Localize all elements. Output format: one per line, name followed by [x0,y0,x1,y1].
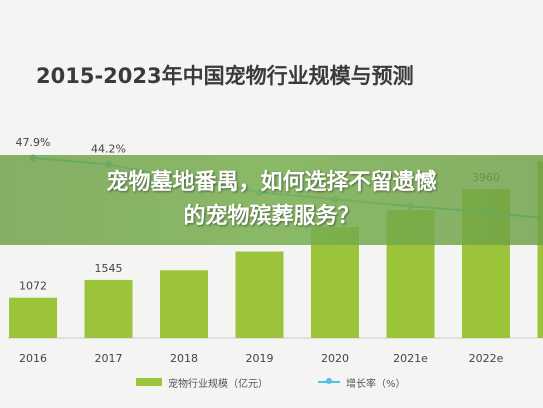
overlay-headline-line2: 的宠物殡葬服务？ [183,204,360,229]
overlay-banner [0,155,543,245]
legend-bar-label: 宠物行业规模（亿元） [168,378,268,390]
x-tick-label-2020: 2020 [321,352,349,365]
chart-title: 2015-2023年中国宠物行业规模与预测 [36,64,414,88]
bar-value-label-2017: 1545 [95,262,123,275]
x-tick-label-2022e: 2022e [469,352,504,365]
x-tick-label-2016: 2016 [19,352,47,365]
bar-2019 [235,251,284,338]
chart-legend: 宠物行业规模（亿元） 增长率（%） [0,372,543,392]
growth-value-label-2017: 44.2% [91,142,126,155]
bar-2018 [160,270,208,338]
x-tick-label-2019: 2019 [246,352,274,365]
bar-2023e [537,161,543,338]
overlay-headline[interactable]: 宠物墓地番禺，如何选择不留遗憾 的宠物殡葬服务？ [0,166,543,234]
bar-2016 [9,297,57,338]
x-tick-label-2021e: 2021e [393,352,428,365]
legend-item-bar: 宠物行业规模（亿元） [136,372,268,392]
growth-value-label-2016: 47.9% [16,136,51,149]
bar-2020 [311,227,359,338]
x-tick-label-2018: 2018 [170,352,198,365]
legend-item-line: 增长率（%） [318,372,406,392]
x-tick-label-2017: 2017 [95,352,123,365]
legend-line-swatch [318,378,340,384]
legend-bar-swatch [136,378,162,386]
bar-value-label-2016: 1072 [19,280,47,293]
legend-line-label: 增长率（%） [346,378,406,390]
bar-2017 [84,279,133,338]
overlay-headline-line1: 宠物墓地番禺，如何选择不留遗憾 [106,170,437,195]
